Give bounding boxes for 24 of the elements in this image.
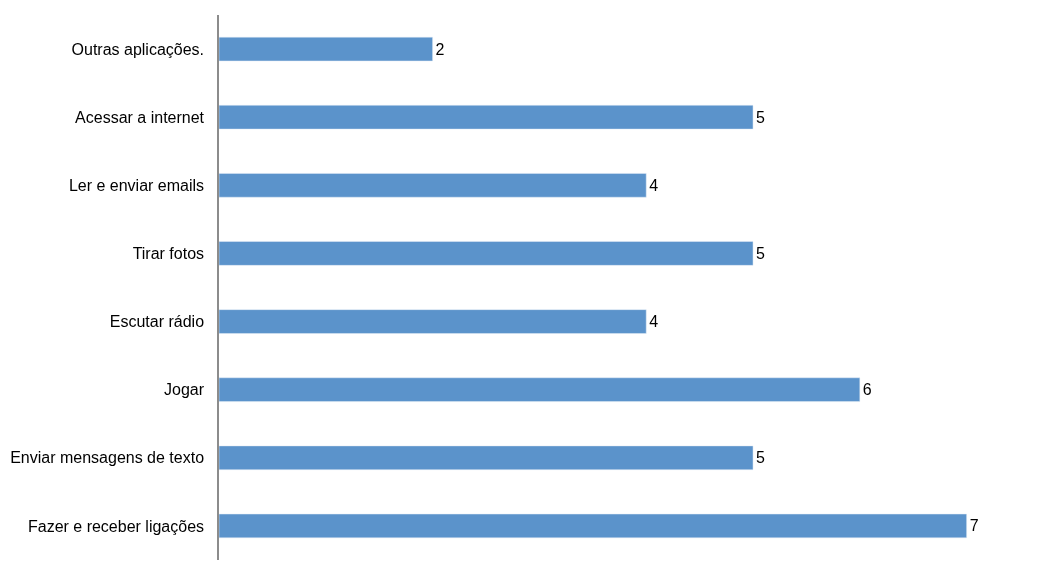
- y-tick-label: Fazer e receber ligações: [27, 517, 205, 535]
- bar: [219, 241, 754, 266]
- data-label: 2: [435, 40, 445, 58]
- data-label: 5: [756, 244, 766, 262]
- y-tick-label: Jogar: [164, 381, 205, 399]
- data-label: 6: [862, 381, 872, 399]
- bar: [219, 377, 861, 402]
- y-tick-label: Acessar a internet: [75, 108, 205, 126]
- bar: [219, 36, 433, 62]
- bar: [219, 513, 967, 539]
- data-label: 7: [969, 517, 979, 535]
- bar: [219, 445, 754, 470]
- bar: [219, 309, 647, 334]
- y-tick-label: Escutar rádio: [109, 313, 205, 331]
- data-label: 4: [649, 176, 659, 194]
- y-tick-label: Ler e enviar emails: [68, 176, 205, 194]
- bar: [219, 105, 754, 130]
- y-tick-label: Enviar mensagens de texto: [10, 449, 205, 467]
- data-label: 5: [756, 108, 766, 126]
- y-tick-label: Tirar fotos: [132, 245, 205, 263]
- data-label: 5: [756, 449, 766, 467]
- y-tick-label: Outras aplicações.: [71, 40, 205, 58]
- data-label: 4: [649, 313, 659, 331]
- bar: [219, 173, 647, 198]
